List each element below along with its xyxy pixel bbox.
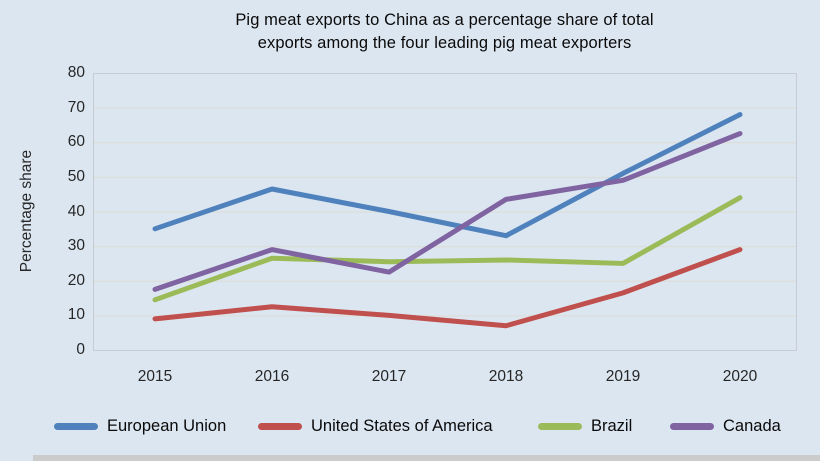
legend-label-united-states-of-america: United States of America	[311, 416, 493, 435]
series-line-brazil	[152, 195, 743, 303]
x-tick-label-2019: 2019	[605, 368, 641, 385]
x-tick-label-2017: 2017	[371, 368, 407, 385]
legend-item-united-states-of-america: United States of America	[258, 413, 493, 439]
series-line-canada	[152, 131, 743, 292]
y-tick-label-70: 70	[67, 98, 85, 116]
legend-label-brazil: Brazil	[591, 416, 633, 435]
legend-label-canada: Canada	[723, 416, 781, 435]
legend-label-european-union: European Union	[107, 416, 227, 435]
chart-legend: European Union United States of America …	[0, 413, 820, 439]
series-line-european-union	[152, 112, 743, 239]
legend-swatch-canada	[670, 422, 714, 430]
x-tick-label-2015: 2015	[137, 368, 173, 385]
y-tick-label-80: 80	[67, 64, 85, 81]
y-tick-label-60: 60	[67, 133, 85, 151]
series-line-united-states-of-america	[152, 247, 743, 329]
legend-item-european-union: European Union	[54, 413, 226, 439]
y-tick-label-30: 30	[67, 237, 85, 255]
y-tick-label-50: 50	[67, 167, 85, 185]
y-tick-label-40: 40	[67, 202, 85, 220]
x-tick-label-2018: 2018	[488, 368, 524, 385]
y-tick-label-20: 20	[67, 271, 85, 289]
legend-swatch-european-union	[54, 422, 98, 430]
x-tick-label-2020: 2020	[722, 368, 758, 385]
chart-title: Pig meat exports to China as a percentag…	[235, 11, 654, 52]
legend-swatch-brazil	[538, 422, 582, 430]
y-tick-label-10: 10	[67, 306, 85, 324]
x-tick-label-2016: 2016	[254, 368, 290, 385]
y-tick-label-0: 0	[76, 341, 85, 358]
legend-item-brazil: Brazil	[538, 413, 632, 439]
horizontal-scrollbar[interactable]	[33, 455, 820, 461]
legend-swatch-united-states-of-america	[258, 422, 302, 430]
legend-item-canada: Canada	[670, 413, 781, 439]
plot-border	[93, 73, 797, 351]
